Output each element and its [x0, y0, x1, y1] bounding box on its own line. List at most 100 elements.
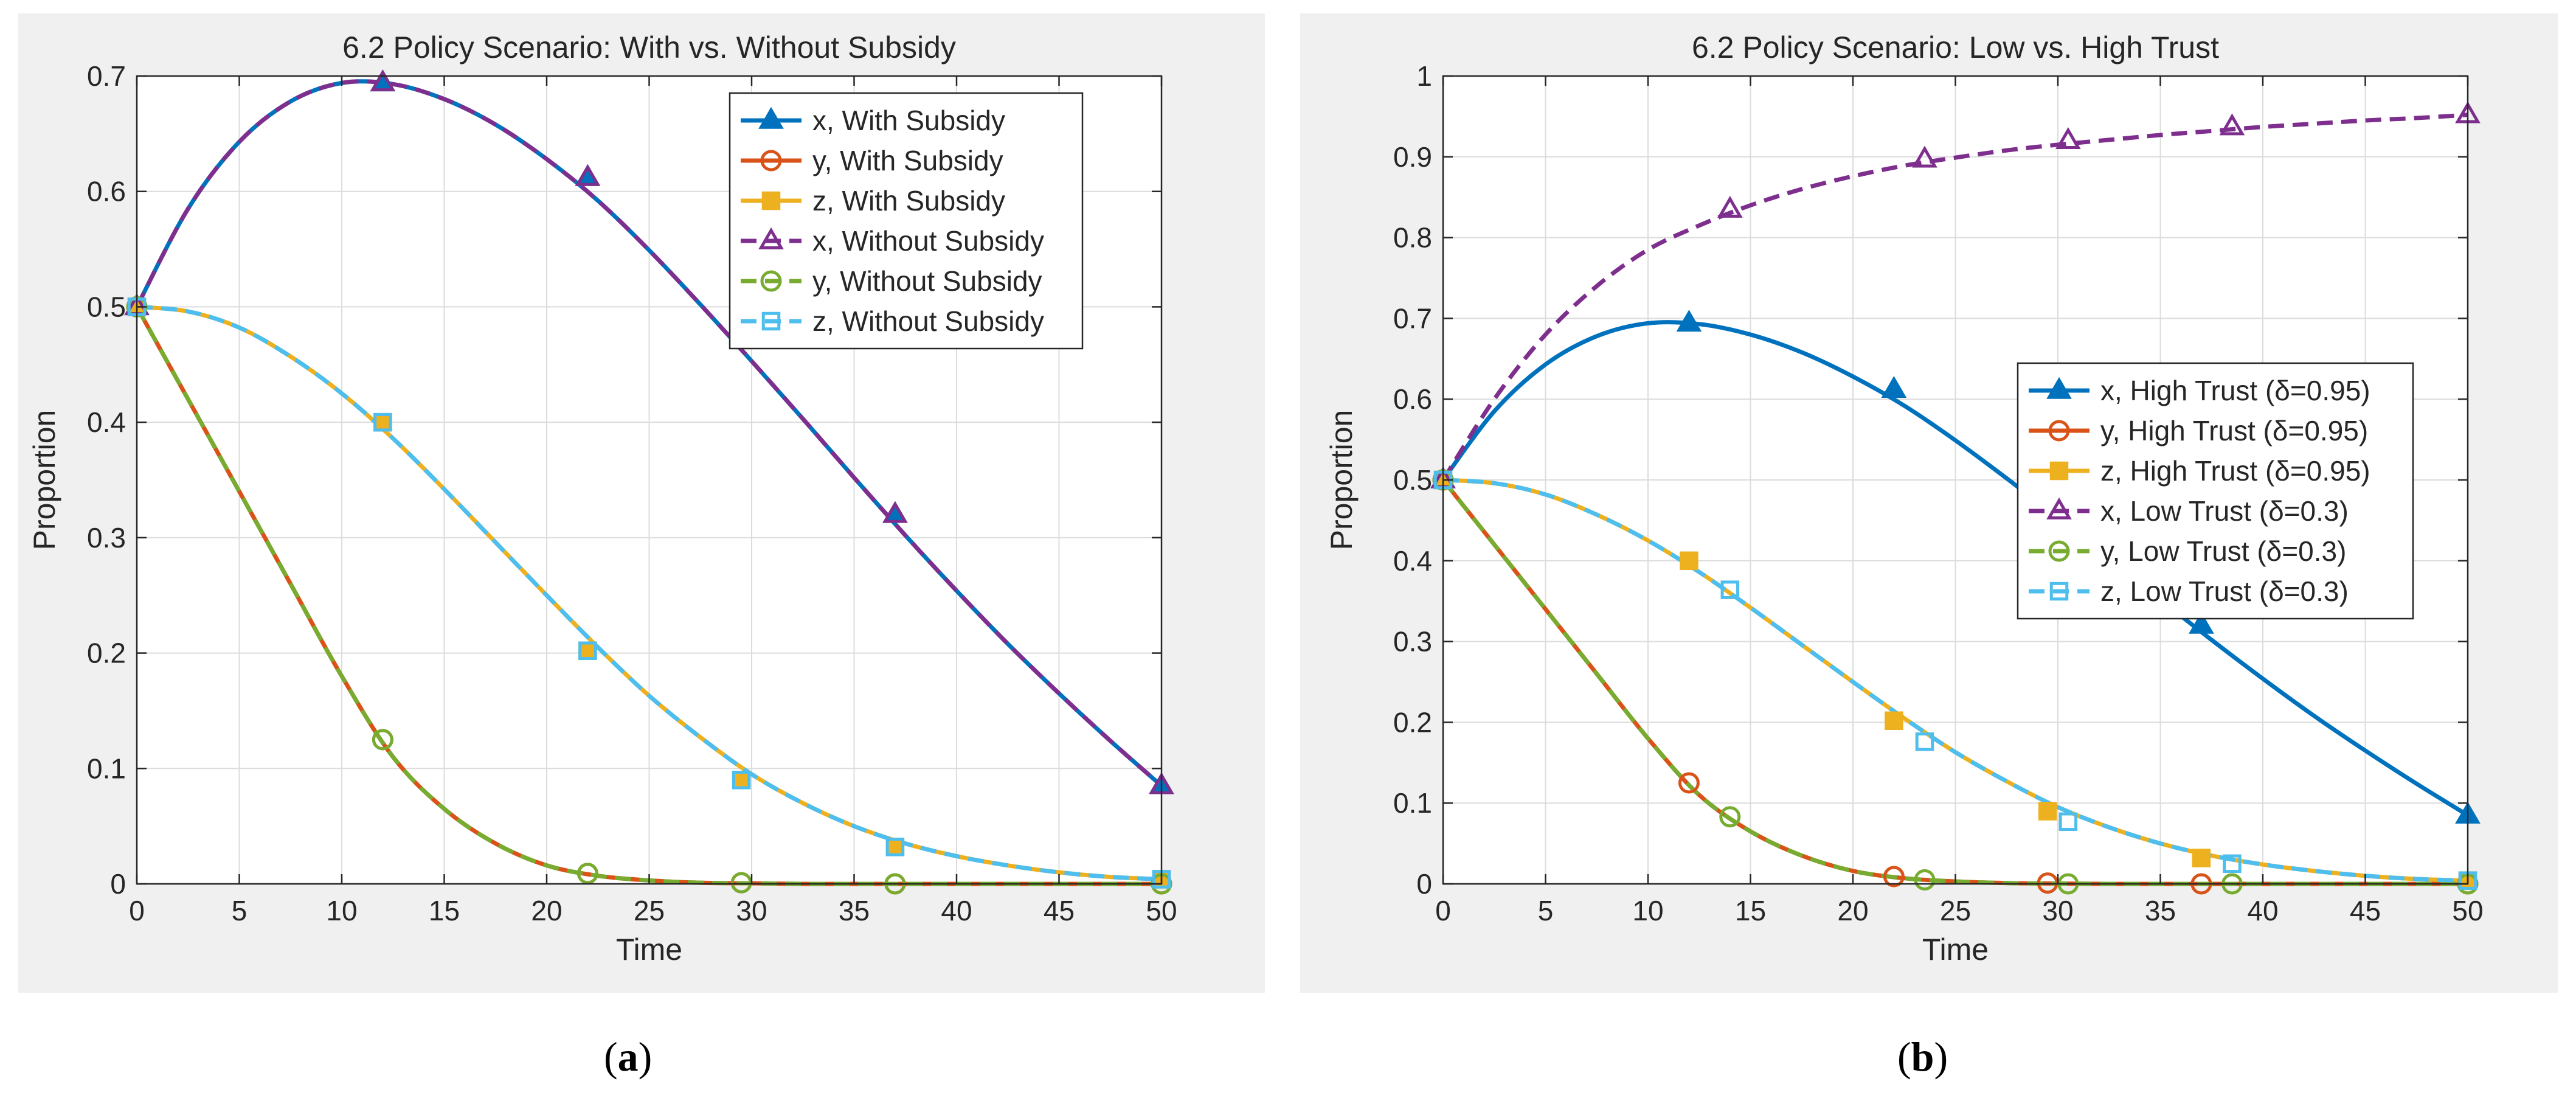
x-tick-label: 10: [1632, 895, 1663, 926]
y-tick-label: 0.3: [87, 522, 126, 554]
y-tick-label: 0: [1416, 868, 1432, 900]
legend-label: y, Without Subsidy: [812, 265, 1042, 297]
x-tick-label: 10: [326, 895, 357, 926]
legend-box: [729, 92, 1084, 350]
data-point: [373, 412, 392, 432]
legend-marker: [761, 191, 781, 210]
data-point: [2223, 854, 2242, 874]
x-tick-label: 30: [736, 895, 767, 926]
x-axis-title: Time: [1922, 933, 1989, 967]
legend-label: y, High Trust (δ=0.95): [2100, 415, 2368, 446]
data-point: [1881, 376, 1907, 398]
y-tick-label: 0.1: [1393, 787, 1432, 819]
y-tick-label: 0.5: [87, 291, 126, 322]
axis-labels: 0 5 10 15 20 25 30 35 40 45 50 0 0.1 0.2 0.3 0.4 0.5 0.6 0…: [87, 60, 1177, 926]
x-tick-label: 50: [1146, 895, 1177, 926]
y-axis-title: Proportion: [27, 410, 61, 551]
x-tick-label: 35: [2145, 895, 2176, 926]
data-point: [1720, 580, 1740, 599]
x-tick-label: 20: [531, 895, 562, 926]
y-tick-label: 0.3: [1393, 626, 1432, 658]
legend-marker: [761, 311, 781, 331]
legend: x, High Trust (δ=0.95) y, High Trust (δ=0…: [2017, 362, 2414, 620]
data-point: [2219, 113, 2245, 136]
legend-marker: [758, 227, 784, 249]
legend-label: z, High Trust (δ=0.95): [2100, 455, 2370, 487]
data-point: [2055, 127, 2081, 149]
series-line: [1441, 113, 2468, 481]
y-axis-title: Proportion: [1324, 410, 1359, 551]
data-point: [730, 872, 752, 894]
legend-label: z, Without Subsidy: [812, 305, 1044, 337]
chart-title: 6.2 Policy Scenario: With vs. Without Su…: [342, 30, 956, 64]
data-point: [732, 771, 751, 790]
series-line: [1442, 478, 2468, 883]
data-point: [1914, 869, 1936, 891]
y-tick-label: 1: [1416, 60, 1432, 92]
legend-label: x, With Subsidy: [812, 105, 1005, 136]
legend: x, With Subsidy y, With Subsidy z, With Su…: [729, 92, 1084, 350]
x-tick-label: 5: [1538, 895, 1554, 926]
series-line: [134, 79, 1163, 788]
data-point: [1676, 310, 1702, 332]
series-line: [136, 304, 1162, 881]
x-tick-label: 40: [941, 895, 972, 926]
x-axis-title: Time: [616, 933, 682, 967]
legend-label: x, Without Subsidy: [812, 225, 1044, 257]
x-tick-label: 45: [2350, 895, 2381, 926]
data-point: [372, 729, 393, 751]
legend-marker: [2046, 377, 2072, 399]
x-tick-label: 45: [1044, 895, 1075, 926]
x-tick-label: 25: [1940, 895, 1971, 926]
data-point: [1915, 732, 1934, 751]
data-point: [1883, 866, 1905, 888]
caption-b: (b): [1897, 1034, 1948, 1080]
series-line: [134, 305, 1162, 886]
legend-marker: [760, 150, 782, 172]
x-tick-label: 30: [2042, 895, 2073, 926]
data-point: [370, 69, 396, 92]
y-tick-label: 0.6: [87, 176, 126, 207]
x-tick-label: 0: [1435, 895, 1451, 926]
x-tick-label: 20: [1837, 895, 1868, 926]
legend-marker: [758, 106, 784, 129]
data-point: [575, 164, 601, 186]
data-point: [2058, 812, 2078, 831]
x-tick-label: 35: [839, 895, 870, 926]
y-tick-label: 0.8: [1393, 222, 1432, 254]
chart-panel-b: 0 5 10 15 20 25 30 35 40 45 50 0 0.1 0.2 0.3 0.4 0.5 0.6 0…: [1300, 13, 2558, 993]
y-tick-label: 0.2: [87, 638, 126, 669]
data-point: [578, 641, 597, 661]
y-tick-label: 0.2: [1393, 706, 1432, 738]
data-point: [578, 641, 597, 661]
legend-label: y, Low Trust (δ=0.3): [2100, 535, 2346, 567]
legend-label: x, High Trust (δ=0.95): [2100, 375, 2370, 406]
data-point: [732, 771, 751, 790]
chart-panel-a: 0 5 10 15 20 25 30 35 40 45 50 0 0.1 0.2 0.3 0.4 0.5 0.6 0…: [18, 13, 1265, 993]
axis-labels: 0 5 10 15 20 25 30 35 40 45 50 0 0.1 0.2 0.3 0.4 0.5 0.6 0…: [1393, 60, 2484, 926]
legend-label: x, Low Trust (δ=0.3): [2100, 495, 2349, 527]
legend-box: [2017, 362, 2414, 620]
y-tick-label: 0.4: [1393, 545, 1432, 577]
series-line: [1441, 320, 2469, 818]
x-tick-label: 5: [232, 895, 248, 926]
data-point: [2192, 849, 2211, 867]
data-point: [1719, 806, 1741, 828]
y-tick-label: 0.9: [1393, 141, 1432, 173]
legend-label: z, Low Trust (δ=0.3): [2100, 575, 2349, 607]
chart-a-svg: 0 5 10 15 20 25 30 35 40 45 50 0 0.1 0.2 0.3 0.4 0.5 0.6 0…: [27, 30, 1177, 967]
y-tick-label: 0.5: [1393, 464, 1432, 496]
legend-marker: [2049, 461, 2069, 481]
legend-label: y, With Subsidy: [812, 145, 1003, 176]
data-point: [885, 838, 905, 857]
data-point: [1885, 711, 1903, 730]
legend-marker: [2049, 582, 2069, 601]
legend-marker: [2046, 497, 2072, 519]
data-point: [2037, 872, 2058, 894]
data-point: [576, 863, 598, 884]
data-point: [1912, 145, 1937, 168]
caption-a: (a): [604, 1034, 653, 1080]
series-lines: [134, 79, 1163, 886]
data-point: [1717, 195, 1743, 218]
x-tick-label: 25: [634, 895, 665, 926]
